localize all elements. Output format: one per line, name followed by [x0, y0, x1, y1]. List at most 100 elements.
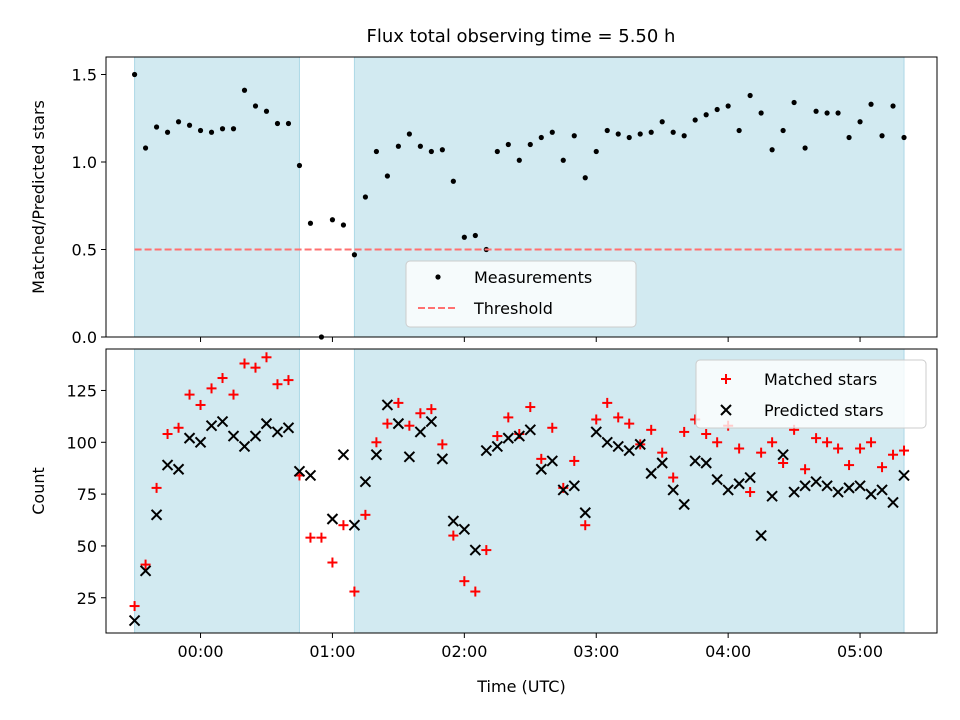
legend-label: Predicted stars: [764, 401, 884, 420]
predicted-star-marker: [645, 467, 657, 480]
measurement-point: [714, 106, 720, 113]
matched-star-marker: [206, 383, 217, 394]
matched-star-marker: [525, 402, 536, 413]
marker-stroke: [436, 453, 449, 465]
measurement-point: [703, 112, 709, 118]
measurement-point: [681, 133, 687, 139]
marker-stroke: [348, 519, 361, 531]
marker-stroke: [491, 440, 504, 453]
y-tick-label: 0.5: [72, 241, 97, 260]
predicted-star-marker: [227, 430, 240, 442]
measurement-point: [153, 124, 160, 130]
legend-label: Threshold: [473, 299, 553, 318]
measurement-point: [780, 127, 786, 134]
measurement-point: [373, 148, 380, 155]
matched-star-marker: [547, 422, 558, 433]
matched-star-marker: [811, 433, 822, 444]
marker-stroke: [205, 419, 218, 432]
predicted-star-marker: [491, 440, 504, 453]
marker-stroke: [150, 509, 163, 521]
marker-stroke: [326, 513, 339, 525]
measurement-point: [890, 103, 896, 109]
marker-stroke: [337, 449, 350, 461]
measurement-point: [186, 122, 193, 128]
predicted-star-marker: [447, 515, 460, 527]
y-tick-label: 75: [77, 485, 97, 504]
predicted-star-marker: [898, 469, 910, 482]
measurement-point: [450, 178, 456, 184]
measurement-point: [538, 134, 544, 141]
predicted-star-marker: [854, 480, 866, 492]
matched-star-marker: [195, 399, 206, 410]
matched-star-marker: [591, 414, 602, 425]
measurement-point: [439, 147, 445, 153]
measurement-point: [824, 110, 830, 116]
measurement-point: [637, 131, 643, 137]
marker-stroke: [733, 478, 745, 490]
measurement-point: [362, 194, 369, 200]
matched-star-marker: [624, 418, 635, 429]
y-tick-label: 1.5: [72, 66, 97, 85]
matched-star-marker: [349, 586, 360, 597]
predicted-star-marker: [711, 473, 723, 486]
marker-stroke: [843, 482, 855, 494]
marker-stroke: [678, 498, 690, 511]
x-tick-label: 02:00: [441, 642, 487, 661]
predicted-star-marker: [403, 451, 416, 463]
matched-star-marker: [481, 545, 492, 556]
matched-star-marker: [316, 532, 327, 543]
marker-stroke: [216, 415, 229, 428]
predicted-star-marker: [700, 457, 712, 469]
matched-star-marker: [415, 408, 426, 419]
marker-stroke: [392, 417, 405, 430]
predicted-star-marker: [777, 449, 789, 461]
marker-stroke: [865, 488, 877, 500]
measurement-point: [274, 120, 281, 127]
x-tick-label: 01:00: [309, 642, 355, 661]
legend-measurements-marker: [435, 274, 441, 280]
measurement-point: [560, 157, 566, 163]
predicted-star-marker: [513, 430, 526, 442]
predicted-star-marker: [546, 455, 558, 467]
legend-label: Measurements: [474, 268, 592, 287]
marker-stroke: [183, 432, 196, 444]
x-axis-label: Time (UTC): [476, 677, 565, 696]
matched-star-marker: [866, 437, 877, 448]
x-tick-label: 03:00: [573, 642, 619, 661]
marker-stroke: [612, 440, 624, 453]
measurement-point: [846, 134, 852, 141]
measurement-point: [582, 175, 588, 181]
measurement-point: [285, 120, 292, 127]
matched-star-marker: [140, 559, 151, 570]
matched-star-marker: [261, 352, 272, 363]
measurement-point: [516, 157, 522, 163]
predicted-star-marker: [183, 432, 196, 444]
measurement-point: [175, 119, 182, 125]
predicted-star-marker: [337, 449, 350, 461]
predicted-star-marker: [238, 440, 251, 453]
marker-stroke: [821, 480, 833, 492]
marker-stroke: [480, 444, 493, 457]
measurement-point: [505, 141, 511, 148]
predicted-star-marker: [370, 449, 383, 461]
top-panel: 0.0 0.5 1.0 1.5 Matched/Predicted stars Measu…: [29, 56, 938, 347]
x-tick-label: 04:00: [705, 642, 751, 661]
measurement-point: [142, 145, 149, 151]
matched-star-marker: [844, 460, 855, 471]
predicted-star-marker: [249, 430, 262, 442]
matched-star-marker: [239, 358, 250, 369]
predicted-star-marker: [480, 444, 493, 457]
predicted-star-marker: [293, 465, 306, 478]
matched-star-marker: [459, 576, 470, 587]
predicted-star-marker: [788, 486, 800, 498]
marker-stroke: [194, 436, 207, 448]
predicted-star-marker: [832, 486, 844, 498]
matched-star-marker: [173, 422, 184, 433]
measurement-point: [736, 127, 742, 134]
marker-stroke: [876, 484, 888, 496]
predicted-star-marker: [568, 480, 580, 492]
matched-star-marker: [437, 439, 448, 450]
measurement-point: [197, 127, 204, 134]
predicted-star-marker: [469, 544, 482, 556]
marker-stroke: [557, 484, 569, 496]
